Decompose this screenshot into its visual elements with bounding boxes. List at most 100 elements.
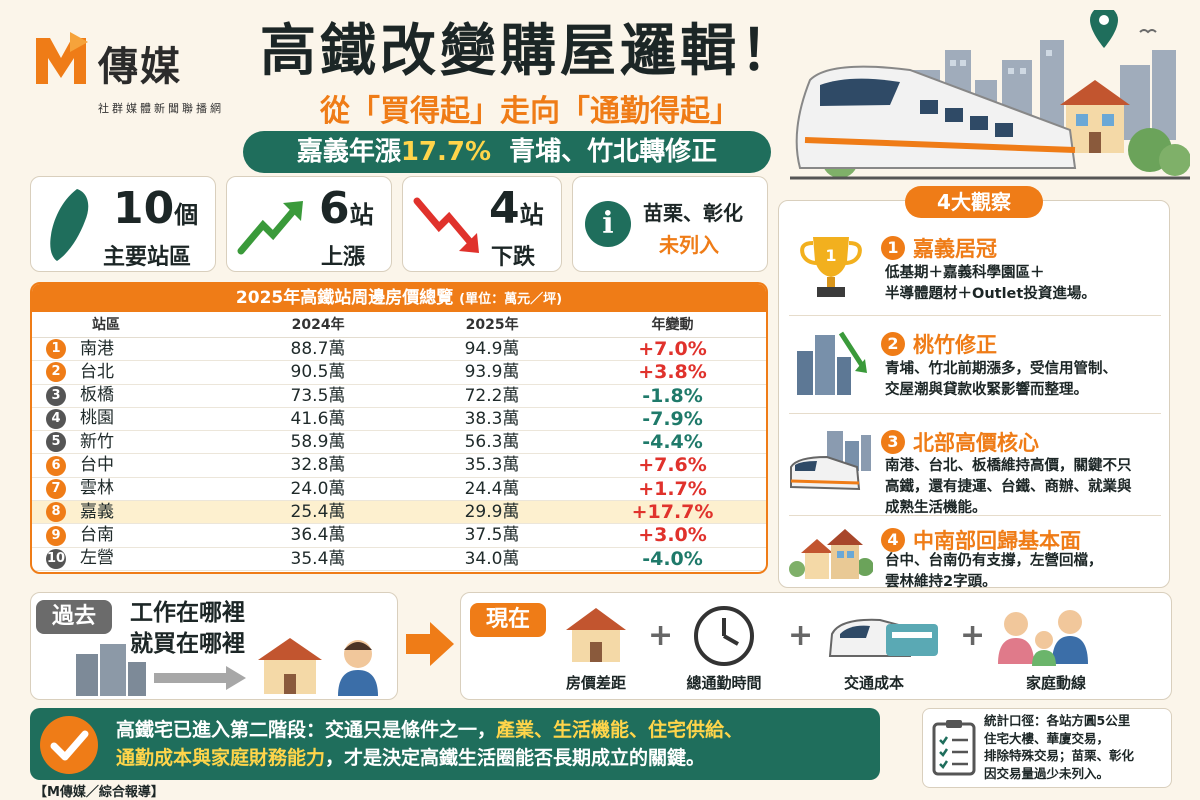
page-subtitle: 從「買得起」走向「通勤得起」 <box>320 94 740 129</box>
past-tag: 過去 <box>36 600 112 634</box>
price-2025: 38.3萬 <box>464 408 520 429</box>
plus-icon: + <box>788 618 814 653</box>
rank-badge: 8 <box>46 502 66 523</box>
price-2025: 93.9萬 <box>464 362 520 383</box>
price-2024: 73.5萬 <box>290 385 346 406</box>
clipboard-icon <box>932 720 976 776</box>
past-text: 工作在哪裡 就買在哪裡 <box>130 598 245 660</box>
brand-name: 傳媒 <box>98 44 182 90</box>
station-cell: 10 左營 <box>32 548 231 570</box>
banner-pre: 嘉義年漲 <box>296 137 401 167</box>
price-2025: 34.0萬 <box>464 548 520 569</box>
stat-label: 主要站區 <box>103 245 192 270</box>
stat-card-stations: 10個 主要站區 <box>30 176 216 272</box>
plus-icon: + <box>960 618 986 653</box>
obs-num: 3 <box>881 430 905 454</box>
obs-num: 1 <box>881 236 905 260</box>
price-2024: 58.9萬 <box>290 432 346 453</box>
price-2024: 36.4萬 <box>290 525 346 546</box>
rank-badge: 6 <box>46 455 66 476</box>
past-commute-illustration <box>76 638 378 696</box>
trend-up-arrow-icon <box>237 201 303 255</box>
price-2025: 24.4萬 <box>464 478 520 499</box>
station-name: 台南 <box>80 524 114 545</box>
price-change: -4.0% <box>642 547 703 570</box>
table-unit: (單位：萬元／坪) <box>459 292 563 307</box>
table-header: 站區 2024年 2025年 年變動 <box>32 312 766 338</box>
check-icon <box>40 716 98 774</box>
stat-card-excluded: i 苗栗、彰化 未列入 <box>572 176 768 272</box>
table-row: 7 雲林 24.0萬 24.4萬 +1.7% <box>32 477 766 502</box>
price-2025: 29.9萬 <box>464 502 520 523</box>
price-change: +7.0% <box>638 338 707 360</box>
price-2025: 94.9萬 <box>464 339 520 359</box>
station-cell: 2 台北 <box>32 361 231 383</box>
station-name: 雲林 <box>80 478 114 499</box>
obs-heading: 嘉義居冠 <box>913 237 997 261</box>
price-change: +17.7% <box>631 501 714 524</box>
now-factor-label: 家庭動線 <box>1025 674 1086 692</box>
now-tag: 現在 <box>470 603 546 637</box>
station-cell: 8 嘉義 <box>32 501 231 523</box>
brand-logo-icon <box>36 32 88 84</box>
stat-label: 苗栗、彰化 <box>643 201 743 225</box>
price-2024: 25.4萬 <box>290 502 346 523</box>
price-change: +3.8% <box>638 361 707 384</box>
obs-heading: 桃竹修正 <box>913 333 997 357</box>
stat-card-falling: 4站 下跌 <box>402 176 562 272</box>
brand-subtitle: 社群媒體新聞聯播網 <box>98 102 224 115</box>
station-cell: 5 新竹 <box>32 431 231 453</box>
table-body: 1 南港 88.7萬 94.9萬 +7.0% 2 台北 90.5萬 93.9萬 +3.8% 3 板橋 7… <box>32 338 766 571</box>
price-2024: 24.0萬 <box>290 478 346 499</box>
trophy-icon: 1 <box>800 237 862 297</box>
obs-num: 4 <box>881 528 905 552</box>
page-title: 高鐵改變購屋邏輯！ <box>260 19 800 84</box>
observations-title: 4大觀察 <box>905 186 1043 218</box>
station-cell: 7 雲林 <box>32 478 231 500</box>
conclusion-pre: 高鐵宅已進入第二階段：交通只是條件之一， <box>116 719 497 741</box>
conclusion-post: ，才是決定高鐵生活圈能否長期成立的關鍵。 <box>325 747 706 769</box>
price-2024: 32.8萬 <box>290 455 346 476</box>
table-row: 6 台中 32.8萬 35.3萬 +7.6% <box>32 454 766 478</box>
obs-text: 低基期＋嘉義科學園區＋ 半導體題材＋Outlet投資進場。 <box>885 265 1096 302</box>
price-table: 2025年高鐵站周邊房價總覽 (單位：萬元／坪) 站區 2024年 2025年 … <box>30 282 768 574</box>
station-name: 台北 <box>80 361 114 382</box>
hsr-train-illustration <box>790 10 1190 180</box>
station-cell: 4 桃園 <box>32 408 231 430</box>
table-row: 3 板橋 73.5萬 72.2萬 -1.8% <box>32 385 766 408</box>
station-name: 嘉義 <box>80 501 114 522</box>
stat-unit: 站 <box>519 201 544 229</box>
price-2024: 88.7萬 <box>290 339 346 359</box>
table-row: 1 南港 88.7萬 94.9萬 +7.0% <box>32 338 766 362</box>
col-station: 站區 <box>92 316 120 333</box>
plus-icon: + <box>648 618 674 653</box>
station-name: 左營 <box>80 548 114 569</box>
stat-unit: 個 <box>174 201 199 229</box>
price-2025: 72.2萬 <box>464 385 520 406</box>
price-2025: 37.5萬 <box>464 525 520 546</box>
table-row: 4 桃園 41.6萬 38.3萬 -7.9% <box>32 408 766 432</box>
price-change: -1.8% <box>642 384 703 407</box>
banner-highlight: 17.7% <box>400 137 492 167</box>
station-cell: 1 南港 <box>32 338 231 360</box>
station-cell: 9 台南 <box>32 524 231 546</box>
now-factor-label: 交通成本 <box>843 674 904 692</box>
banner-post: 青埔、竹北轉修正 <box>509 137 718 167</box>
station-cell: 3 板橋 <box>32 385 231 407</box>
rank-badge: 10 <box>46 548 66 569</box>
obs-heading: 中南部回歸基本面 <box>913 529 1081 553</box>
station-name: 新竹 <box>80 431 114 452</box>
col-2024: 2024年 <box>291 317 345 333</box>
rank-badge: 3 <box>46 385 66 406</box>
obs-heading: 北部高價核心 <box>913 431 1039 455</box>
price-2024: 90.5萬 <box>290 362 346 383</box>
arrow-right-icon <box>406 622 454 666</box>
divider <box>789 315 1161 316</box>
stat-num: 4 <box>489 183 520 234</box>
divider <box>789 515 1161 516</box>
price-2024: 35.4萬 <box>290 548 346 569</box>
obs-text: 南港、台北、板橋維持高價，關鍵不只 高鐵，還有捷運、台鐵、商辦、就業與 成熟生活… <box>885 458 1132 516</box>
price-change: +1.7% <box>638 477 707 500</box>
rank-badge: 1 <box>46 339 66 360</box>
